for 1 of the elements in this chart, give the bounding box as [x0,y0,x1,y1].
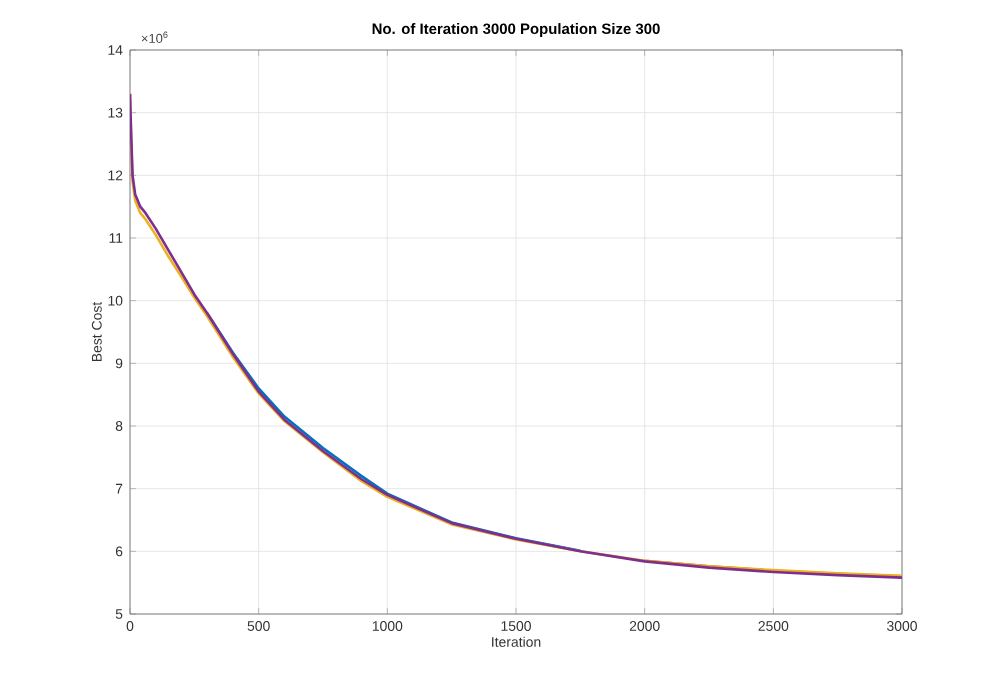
line-series [205,311,582,553]
